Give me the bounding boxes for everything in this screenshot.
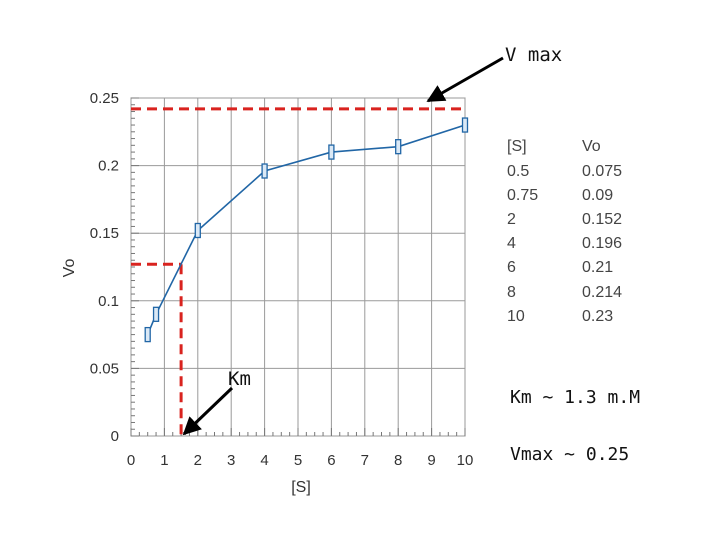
y-axis-title: Vo xyxy=(61,259,78,278)
data-series xyxy=(144,117,469,343)
table-cell: 0.23 xyxy=(582,308,613,325)
grid-lines xyxy=(130,97,466,437)
table-header-s: [S] xyxy=(507,138,527,155)
data-table: [S] Vo 0.5 0.075 0.75 0.09 2 0.152 4 0.1… xyxy=(507,138,622,325)
y-tick-label: 0 xyxy=(111,428,119,445)
x-tick-label: 10 xyxy=(457,452,474,469)
guide-lines xyxy=(131,107,465,436)
table-cell: 0.152 xyxy=(582,211,622,228)
y-tick-label: 0.05 xyxy=(90,360,119,377)
km-annotation-label: Km xyxy=(228,368,251,390)
table-header-vo: Vo xyxy=(582,138,601,155)
minor-ticks xyxy=(130,97,466,437)
x-tick-label: 3 xyxy=(227,452,235,469)
x-tick-label: 9 xyxy=(427,452,435,469)
data-point xyxy=(144,326,151,343)
table-cell: 0.09 xyxy=(582,187,613,204)
x-axis-tick-labels: 0 1 2 3 4 5 6 7 8 9 10 xyxy=(127,452,474,469)
table-cell: 2 xyxy=(507,211,516,228)
x-tick-label: 8 xyxy=(394,452,402,469)
x-tick-label: 6 xyxy=(327,452,335,469)
table-cell: 8 xyxy=(507,284,516,301)
data-point xyxy=(395,139,402,155)
table-cell: 0.075 xyxy=(582,163,622,180)
data-point xyxy=(194,222,201,239)
y-axis-tick-labels: 0 0.05 0.1 0.15 0.2 0.25 xyxy=(90,90,119,445)
y-tick-label: 0.2 xyxy=(98,158,119,175)
x-tick-label: 0 xyxy=(127,452,135,469)
km-arrow xyxy=(182,386,234,436)
table-cell: 0.21 xyxy=(582,259,613,276)
x-axis-title: [S] xyxy=(291,479,311,496)
vmax-arrow xyxy=(426,56,504,103)
table-cell: 4 xyxy=(507,235,516,252)
data-point xyxy=(261,163,268,179)
table-cell: 0.75 xyxy=(507,187,538,204)
y-tick-label: 0.25 xyxy=(90,90,119,107)
table-cell: 0.214 xyxy=(582,284,622,301)
table-cell: 0.5 xyxy=(507,163,529,180)
vmax-summary: Vmax ~ 0.25 xyxy=(510,444,629,465)
x-tick-label: 7 xyxy=(361,452,369,469)
x-tick-label: 4 xyxy=(260,452,268,469)
table-cell: 10 xyxy=(507,308,525,325)
table-cell: 6 xyxy=(507,259,516,276)
table-cell: 0.196 xyxy=(582,235,622,252)
data-point xyxy=(461,117,469,133)
x-tick-label: 2 xyxy=(194,452,202,469)
data-point xyxy=(152,306,160,322)
x-tick-label: 1 xyxy=(160,452,168,469)
y-tick-label: 0.1 xyxy=(98,293,119,310)
km-summary: Km ~ 1.3 m.M xyxy=(510,387,640,408)
data-point xyxy=(328,144,335,160)
x-tick-label: 5 xyxy=(294,452,302,469)
vmax-annotation-label: V max xyxy=(505,44,562,66)
y-tick-label: 0.15 xyxy=(90,225,119,242)
